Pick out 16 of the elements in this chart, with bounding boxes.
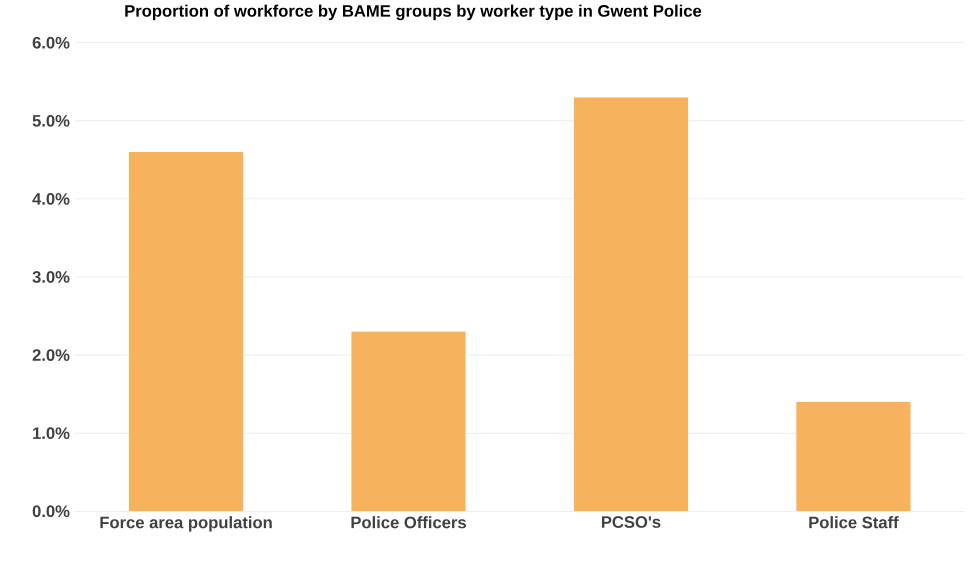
y-tick-label: 1.0% <box>33 427 70 439</box>
x-tick-label: Police Staff <box>809 516 899 528</box>
x-tick-label: Force area population <box>100 516 272 532</box>
x-tick-label: Police Officers <box>351 516 466 528</box>
bar <box>574 97 688 512</box>
y-tick-label: 0.0% <box>32 505 70 517</box>
y-tick-label: 4.0% <box>32 192 70 205</box>
bar <box>128 152 244 512</box>
y-tick-label: 3.0% <box>32 270 70 283</box>
chart-title: Proportion of workforce by BAME groups by worker type in Gwent Police <box>125 4 702 20</box>
y-tick-label: 6.0% <box>32 36 70 48</box>
bar <box>351 331 466 512</box>
x-tick-label: PCSO's <box>602 516 660 528</box>
y-tick-label: 5.0% <box>32 114 70 126</box>
bar <box>796 402 911 512</box>
y-tick-label: 2.0% <box>32 348 70 361</box>
